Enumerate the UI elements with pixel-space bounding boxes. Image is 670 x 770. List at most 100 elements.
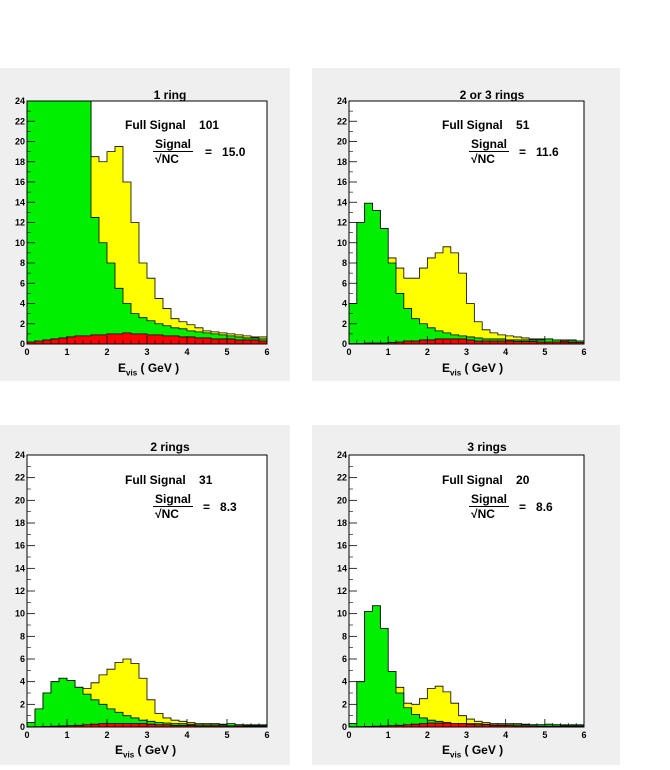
y-tick-label: 22	[337, 473, 347, 483]
y-tick-label: 12	[337, 218, 347, 228]
xlabel-unit: ( GeV )	[137, 743, 177, 757]
y-tick-label: 0	[342, 339, 347, 349]
x-tick-label: 1	[386, 730, 391, 740]
x-tick-label: 3	[464, 347, 469, 357]
y-tick-label: 12	[337, 586, 347, 596]
xlabel-sub: vis	[450, 750, 462, 760]
full-signal-text: Full Signal	[125, 473, 186, 487]
x-tick-label: 2	[104, 347, 109, 357]
y-tick-label: 14	[15, 197, 25, 207]
y-tick-label: 4	[20, 677, 25, 687]
x-tick-label: 2	[104, 730, 109, 740]
x-tick-label: 5	[542, 347, 547, 357]
x-tick-label: 1	[386, 347, 391, 357]
ratio-denominator: √NC	[471, 152, 495, 166]
ratio-numerator: Signal	[469, 492, 510, 507]
signal-over-sqrt-nc: Signal √NC	[469, 137, 510, 166]
full-signal-label: Full Signal 20	[442, 473, 529, 487]
y-tick-label: 22	[15, 473, 25, 483]
x-tick-label: 0	[346, 730, 351, 740]
x-tick-label: 0	[24, 730, 29, 740]
full-signal-value: 101	[199, 118, 220, 132]
ratio-numerator: Signal	[153, 137, 194, 152]
y-tick-label: 4	[20, 299, 25, 309]
full-signal-value: 51	[516, 118, 530, 132]
x-tick-label: 6	[264, 347, 269, 357]
panel-title: 2 rings	[150, 440, 190, 454]
y-tick-label: 24	[15, 96, 25, 106]
background-histogram	[348, 605, 585, 728]
x-tick-label: 4	[503, 730, 508, 740]
xlabel-sub: vis	[123, 750, 135, 760]
xlabel-main: E	[442, 361, 451, 375]
xlabel-sub: vis	[126, 368, 138, 378]
y-tick-label: 24	[337, 96, 347, 106]
xlabel-sub: vis	[450, 368, 462, 378]
y-tick-label: 18	[15, 518, 25, 528]
y-tick-label: 4	[342, 299, 347, 309]
y-tick-label: 10	[337, 609, 347, 619]
xlabel-unit: ( GeV )	[464, 743, 504, 757]
panel-title: 2 or 3 rings	[459, 88, 525, 102]
y-tick-label: 12	[15, 586, 25, 596]
ratio-number: 8.6	[536, 500, 553, 514]
y-tick-label: 20	[337, 495, 347, 505]
full-signal-text: Full Signal	[442, 473, 503, 487]
y-tick-label: 24	[15, 450, 25, 460]
ratio-number: 15.0	[222, 145, 246, 159]
y-tick-label: 8	[20, 631, 25, 641]
full-signal-value: 20	[516, 473, 530, 487]
y-tick-label: 16	[337, 177, 347, 187]
x-axis-label: Evis ( GeV )	[442, 743, 503, 759]
y-tick-label: 16	[15, 177, 25, 187]
ratio-number: 11.6	[536, 145, 559, 159]
ratio-equals: =	[519, 500, 527, 514]
y-tick-label: 2	[20, 699, 25, 709]
panel-title: 1 ring	[153, 88, 187, 102]
x-tick-label: 5	[224, 347, 229, 357]
panel-1-ring: 0 2 4 6 8 10 12 14 16 18 20 22 24 0 1 2 3 4 5 6 1 ring Full…	[0, 68, 290, 381]
y-tick-label: 14	[337, 563, 347, 573]
signal-over-sqrt-nc: Signal √NC	[153, 493, 194, 521]
y-tick-label: 8	[342, 631, 347, 641]
x-tick-label: 0	[24, 347, 29, 357]
full-signal-label: Full Signal 31	[125, 473, 212, 487]
y-tick-label: 6	[20, 654, 25, 664]
x-tick-label: 6	[581, 347, 586, 357]
y-tick-label: 22	[337, 116, 347, 126]
y-tick-label: 12	[15, 218, 25, 228]
x-tick-label: 5	[224, 730, 229, 740]
full-signal-label: Full Signal 101	[125, 118, 219, 132]
x-tick-label: 4	[184, 730, 189, 740]
x-tick-label: 2	[425, 347, 430, 357]
signal-over-sqrt-nc: Signal √NC	[469, 492, 510, 521]
y-tick-label: 0	[342, 722, 347, 732]
ratio-numerator: Signal	[469, 137, 510, 152]
panel-2-or-3-rings: 0 2 4 6 8 10 12 14 16 18 20 22 24 0 1 2 3 4 5 6 2 or 3 ring…	[312, 68, 620, 381]
x-tick-label: 5	[542, 730, 547, 740]
xlabel-main: E	[115, 743, 124, 757]
ratio-value: = 8.6	[519, 500, 553, 514]
ratio-denominator: √NC	[155, 152, 179, 166]
y-tick-label: 20	[15, 495, 25, 505]
y-tick-label: 14	[337, 197, 347, 207]
x-tick-label: 1	[64, 730, 69, 740]
panel-2-rings: 0 2 4 6 8 10 12 14 16 18 20 22 24 0 1 2 3 4 5 6 2 rings Ful…	[0, 425, 290, 765]
y-tick-label: 18	[337, 518, 347, 528]
y-tick-label: 2	[342, 699, 347, 709]
panel-3-rings: 0 2 4 6 8 10 12 14 16 18 20 22 24 0 1 2 3 4 5 6 3 rings Ful…	[312, 425, 620, 765]
signal-over-sqrt-nc: Signal √NC	[153, 137, 194, 166]
y-tick-label: 8	[342, 258, 347, 268]
y-tick-label: 24	[337, 450, 347, 460]
ratio-value: = 15.0	[205, 145, 245, 159]
xlabel-main: E	[442, 743, 451, 757]
x-tick-label: 6	[581, 730, 586, 740]
x-tick-label: 4	[184, 347, 189, 357]
x-axis-label: Evis ( GeV )	[118, 361, 179, 377]
y-tick-label: 10	[15, 609, 25, 619]
x-tick-label: 3	[144, 347, 149, 357]
ratio-denominator: √NC	[155, 507, 179, 521]
